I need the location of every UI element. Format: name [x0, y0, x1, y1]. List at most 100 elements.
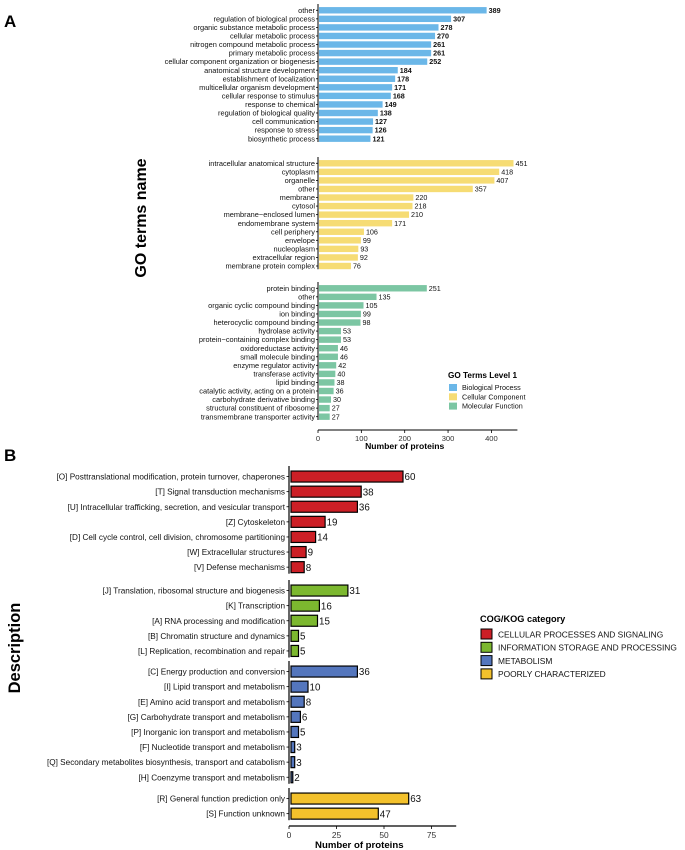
- bar: [319, 302, 364, 309]
- value-label: 46: [340, 344, 348, 353]
- bar: [319, 293, 377, 301]
- value-label: 106: [366, 227, 378, 236]
- category-label: oxidoreductase activity: [240, 344, 315, 353]
- category-label: [B] Chromatin structure and dynamics: [148, 632, 285, 641]
- value-label: 76: [353, 262, 361, 271]
- category-label: [V] Defense mechanisms: [194, 563, 285, 572]
- value-label: 171: [394, 219, 406, 228]
- x-axis-label: Number of proteins: [315, 840, 403, 850]
- bar: [319, 404, 330, 412]
- x-tick-label: 0: [316, 434, 320, 443]
- value-label: 135: [379, 292, 391, 301]
- category-label: intracellular anatomical structure: [209, 159, 315, 168]
- category-label: [F] Nucleotide transport and metabolism: [140, 743, 285, 752]
- value-label: 63: [410, 794, 421, 805]
- bar: [319, 245, 359, 253]
- category-label: carbohydrate derivative binding: [212, 395, 315, 404]
- value-label: 47: [380, 809, 391, 820]
- value-label: 36: [359, 667, 370, 678]
- value-label: 31: [349, 586, 360, 597]
- bar: [290, 756, 296, 769]
- bar: [290, 599, 320, 612]
- x-axis-label: Number of proteins: [365, 441, 444, 451]
- value-label: 251: [429, 284, 441, 293]
- value-label: 36: [359, 502, 370, 513]
- bar: [319, 353, 338, 360]
- category-label: transferase activity: [253, 369, 315, 378]
- category-label: other: [298, 185, 315, 194]
- category-label: cell periphery: [271, 227, 315, 236]
- value-label: 121: [372, 134, 384, 143]
- value-label: 389: [489, 6, 501, 15]
- value-label: 307: [453, 14, 465, 23]
- category-label: enzyme regulator activity: [233, 361, 315, 370]
- category-label: catalytic activity, acting on a protein: [199, 387, 315, 396]
- value-label: 5: [300, 647, 306, 658]
- panel-a-letter: A: [4, 12, 17, 31]
- category-label: [D] Cell cycle control, cell division, c…: [70, 533, 286, 542]
- value-label: 93: [360, 244, 368, 253]
- category-label: [S] Function unknown: [206, 810, 285, 819]
- value-label: 15: [319, 616, 330, 627]
- x-tick-label: 75: [427, 830, 437, 840]
- legend-swatch: [480, 655, 493, 667]
- value-label: 92: [360, 253, 368, 262]
- value-label: 8: [306, 563, 312, 574]
- bar: [319, 327, 341, 335]
- x-tick-label: 100: [355, 434, 368, 443]
- y-axis-label: GO terms name: [133, 158, 150, 277]
- category-label: [J] Translation, ribosomal structure and…: [103, 587, 286, 596]
- value-label: 27: [332, 412, 340, 421]
- bar: [319, 285, 427, 292]
- bar: [290, 500, 359, 513]
- bar: [319, 49, 432, 57]
- category-label: nitrogen compound metabolic process: [190, 40, 315, 49]
- legend-label: Molecular Function: [462, 402, 523, 411]
- category-label: regulation of biological process: [214, 14, 316, 23]
- value-label: 149: [385, 100, 397, 109]
- category-label: protein−containing complex binding: [199, 335, 315, 344]
- bar: [319, 413, 330, 420]
- bar: [319, 109, 378, 117]
- category-label: [Q] Secondary metabolites biosynthesis, …: [47, 758, 285, 767]
- value-label: 127: [375, 117, 387, 126]
- category-label: membrane: [280, 193, 315, 202]
- category-label: [C] Energy production and conversion: [148, 668, 285, 677]
- value-label: 42: [338, 361, 346, 370]
- value-label: 38: [336, 378, 344, 387]
- value-label: 178: [397, 74, 409, 83]
- bar: [319, 370, 336, 378]
- value-label: 138: [380, 109, 392, 118]
- bar: [290, 680, 309, 693]
- legend-label: METABOLISM: [498, 656, 552, 666]
- category-label: protein binding: [267, 284, 316, 293]
- value-label: 5: [300, 631, 306, 642]
- legend-swatch: [449, 384, 457, 391]
- category-label: [I] Lipid transport and metabolism: [164, 683, 285, 692]
- legend-label: Biological Process: [462, 383, 521, 392]
- category-label: nucleoplasm: [274, 244, 316, 253]
- bar: [319, 135, 371, 142]
- bar: [290, 485, 362, 498]
- category-label: [T] Signal transduction mechanisms: [155, 488, 285, 497]
- bar: [319, 75, 396, 82]
- value-label: 218: [415, 202, 427, 211]
- bar: [319, 202, 413, 210]
- value-label: 126: [375, 126, 387, 135]
- x-tick-label: 400: [485, 434, 498, 443]
- bar: [290, 725, 300, 739]
- category-label: response to chemical: [245, 100, 315, 109]
- category-label: organic substance metabolic process: [193, 23, 315, 32]
- go-terms-chart: other 389 regulation of biological process…: [133, 4, 528, 451]
- legend-swatch: [449, 393, 457, 401]
- bar: [319, 387, 334, 395]
- bar: [290, 710, 301, 723]
- value-label: 14: [317, 533, 328, 544]
- value-label: 99: [363, 236, 371, 245]
- category-label: other: [298, 6, 315, 15]
- bar: [319, 237, 361, 244]
- category-label: anatomical structure development: [204, 66, 315, 75]
- category-label: membrane−enclosed lumen: [224, 210, 315, 219]
- bar: [319, 7, 487, 14]
- bar: [319, 336, 341, 343]
